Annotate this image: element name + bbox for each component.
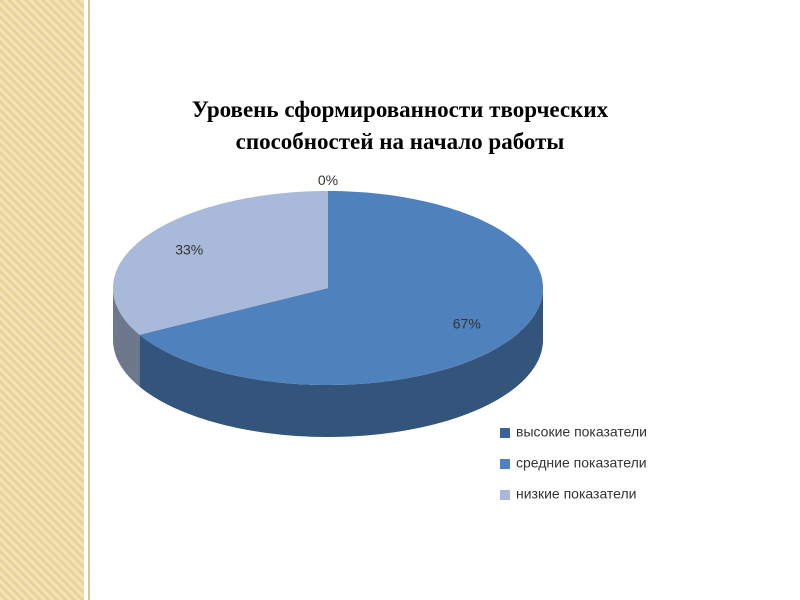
legend-swatch [500, 428, 510, 438]
data-label: 67% [453, 316, 481, 332]
legend-label: низкие показатели [516, 486, 636, 502]
data-label: 0% [318, 172, 338, 188]
slice [113, 191, 328, 335]
chart-title: Уровень сформированности творческих спос… [191, 97, 609, 154]
decor-stripe [0, 0, 84, 600]
decor-rule [88, 0, 90, 600]
legend-label: средние показатели [516, 455, 647, 471]
legend-swatch [500, 490, 510, 500]
slice-side [113, 288, 140, 387]
slice-side [139, 288, 544, 437]
slice [139, 191, 543, 385]
legend-swatch [500, 459, 510, 469]
data-label: 33% [175, 242, 203, 258]
legend-label: высокие показатели [516, 424, 647, 440]
